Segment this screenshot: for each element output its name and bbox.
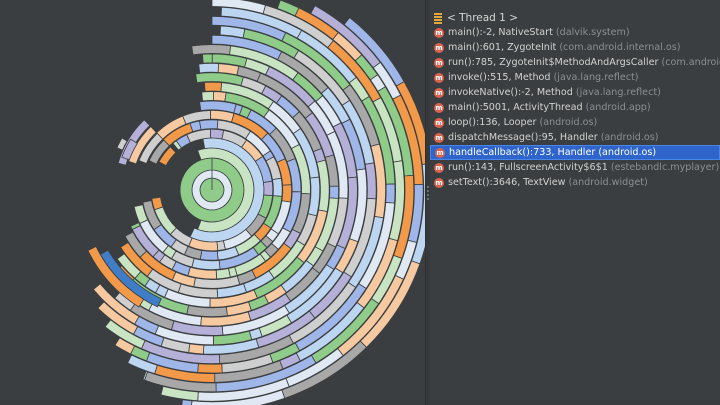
method-signature: loop():136, Looper (448, 117, 537, 128)
method-signature: dispatchMessage():95, Handler (448, 132, 598, 143)
thread-label: < Thread 1 > (447, 12, 519, 24)
method-icon: m (434, 102, 444, 113)
sunburst-segment[interactable] (181, 399, 193, 405)
method-signature: invoke():515, Method (448, 72, 551, 83)
sunburst-segment[interactable] (127, 354, 158, 375)
method-package: (dalvik.system) (555, 27, 630, 38)
method-icon: m (435, 147, 445, 158)
sunburst-segment[interactable] (130, 222, 141, 231)
tree-row[interactable]: m main():5001, ActivityThread (android.app… (430, 100, 720, 115)
sunburst-segment[interactable] (215, 268, 231, 280)
sunburst-segment[interactable] (142, 370, 148, 381)
method-icon: m (434, 27, 444, 38)
thread-selector[interactable]: < Thread 1 > (434, 10, 518, 26)
method-package: (com.android.internal.os) (559, 42, 681, 53)
tree-row[interactable]: m handleCallback():733, Handler (android.o… (430, 145, 720, 160)
method-signature: main():5001, ActivityThread (448, 102, 583, 113)
method-icon: m (434, 72, 444, 83)
sunburst-segment[interactable] (124, 231, 148, 258)
sunburst-segment[interactable] (191, 44, 232, 56)
method-icon: m (434, 57, 444, 68)
sunburst-segment[interactable] (148, 139, 170, 165)
method-icon: m (434, 87, 444, 98)
sunburst-segment[interactable] (198, 63, 220, 74)
sunburst-segment[interactable] (263, 180, 274, 197)
sunburst-segment[interactable] (197, 363, 223, 374)
sunburst-segment[interactable] (395, 81, 425, 165)
method-signature: main():-2, NativeStart (448, 27, 553, 38)
sunburst-segment[interactable] (209, 128, 225, 140)
method-package: (android.widget) (568, 177, 648, 188)
tree-row[interactable]: m invokeNative():-2, Method (java.lang.ref… (430, 85, 720, 100)
method-package: (android.app) (585, 102, 651, 113)
tree-row[interactable]: m invoke():515, Method (java.lang.reflect) (430, 70, 720, 85)
method-package: (java.lang.reflect) (553, 72, 639, 83)
sunburst-segment[interactable] (142, 200, 162, 231)
method-signature: invokeNative():-2, Method (448, 87, 573, 98)
method-icon: m (434, 117, 444, 128)
method-signature: setText():3646, TextView (448, 177, 566, 188)
method-package: (estebandlc.myplayer) (610, 162, 720, 173)
sunburst-segment[interactable] (120, 241, 154, 277)
sunburst-segment[interactable] (385, 183, 396, 204)
tree-row[interactable]: m run():143, FullscreenActivity$6$1 (esteb… (430, 160, 720, 175)
tree-row[interactable]: m dispatchMessage():95, Handler (android.o… (430, 130, 720, 145)
sunburst-chart[interactable] (0, 0, 425, 405)
method-package: (java.lang.reflect) (575, 87, 661, 98)
method-icon: m (434, 42, 444, 53)
sunburst-segment[interactable] (116, 253, 142, 279)
method-signature: main():601, ZygoteInit (448, 42, 557, 53)
tree-row[interactable]: m main():601, ZygoteInit (com.android.inte… (430, 40, 720, 55)
sunburst-segment[interactable] (121, 138, 138, 161)
sunburst-segment[interactable] (114, 337, 136, 355)
tree-row[interactable]: m run():785, ZygoteInit$MethodAndArgsCall… (430, 55, 720, 70)
method-package: (android.os) (598, 147, 657, 158)
method-package: (android.os) (600, 132, 659, 143)
method-package: (android.os) (539, 117, 598, 128)
method-icon: m (434, 177, 444, 188)
sunburst-segment[interactable] (212, 91, 227, 102)
sunburst-segment[interactable] (92, 283, 140, 325)
sunburst-segment[interactable] (329, 185, 339, 199)
sunburst-segment[interactable] (160, 385, 199, 402)
sunburst-segment[interactable] (199, 250, 219, 261)
sunburst-segment[interactable] (151, 196, 164, 211)
tree-row[interactable]: m main():-2, NativeStart (dalvik.system) (430, 25, 720, 40)
sunburst-segment[interactable] (97, 301, 139, 335)
sunburst-segment[interactable] (199, 119, 219, 131)
sunburst-segment[interactable] (204, 81, 223, 92)
sunburst-segment[interactable] (272, 177, 283, 197)
call-tree-pane[interactable]: < Thread 1 > m main():-2, NativeStart (dal… (430, 0, 720, 405)
sunburst-segment[interactable] (201, 91, 214, 102)
method-signature: run():785, ZygoteInit$MethodAndArgsCalle… (448, 57, 659, 68)
thread-icon (434, 12, 442, 24)
tree-row[interactable]: m setText():3646, TextView (android.widget… (430, 175, 720, 190)
tree-row[interactable]: m loop():136, Looper (android.os) (430, 115, 720, 130)
sunburst-segment[interactable] (133, 204, 149, 225)
method-package: (com.android.internal.os) (661, 57, 720, 68)
method-signature: handleCallback():733, Handler (449, 147, 596, 158)
sunburst-segment[interactable] (188, 343, 205, 355)
sunburst-segment[interactable] (216, 240, 226, 251)
sunburst-segment[interactable] (138, 132, 164, 164)
sunburst-segment[interactable] (104, 319, 146, 350)
splitter-grip-icon[interactable] (427, 186, 429, 200)
sunburst-segment[interactable] (158, 146, 177, 167)
method-icon: m (434, 162, 444, 173)
method-icon: m (434, 132, 444, 143)
sunburst-segment[interactable] (281, 184, 292, 203)
method-signature: run():143, FullscreenActivity$6$1 (448, 162, 608, 173)
sunburst-segment[interactable] (116, 137, 128, 151)
call-tree-list: m main():-2, NativeStart (dalvik.system) m m… (430, 25, 720, 190)
sunburst-segment[interactable] (87, 246, 145, 308)
sunburst-segment[interactable] (202, 53, 213, 64)
sunburst-chart-pane[interactable] (0, 0, 425, 405)
